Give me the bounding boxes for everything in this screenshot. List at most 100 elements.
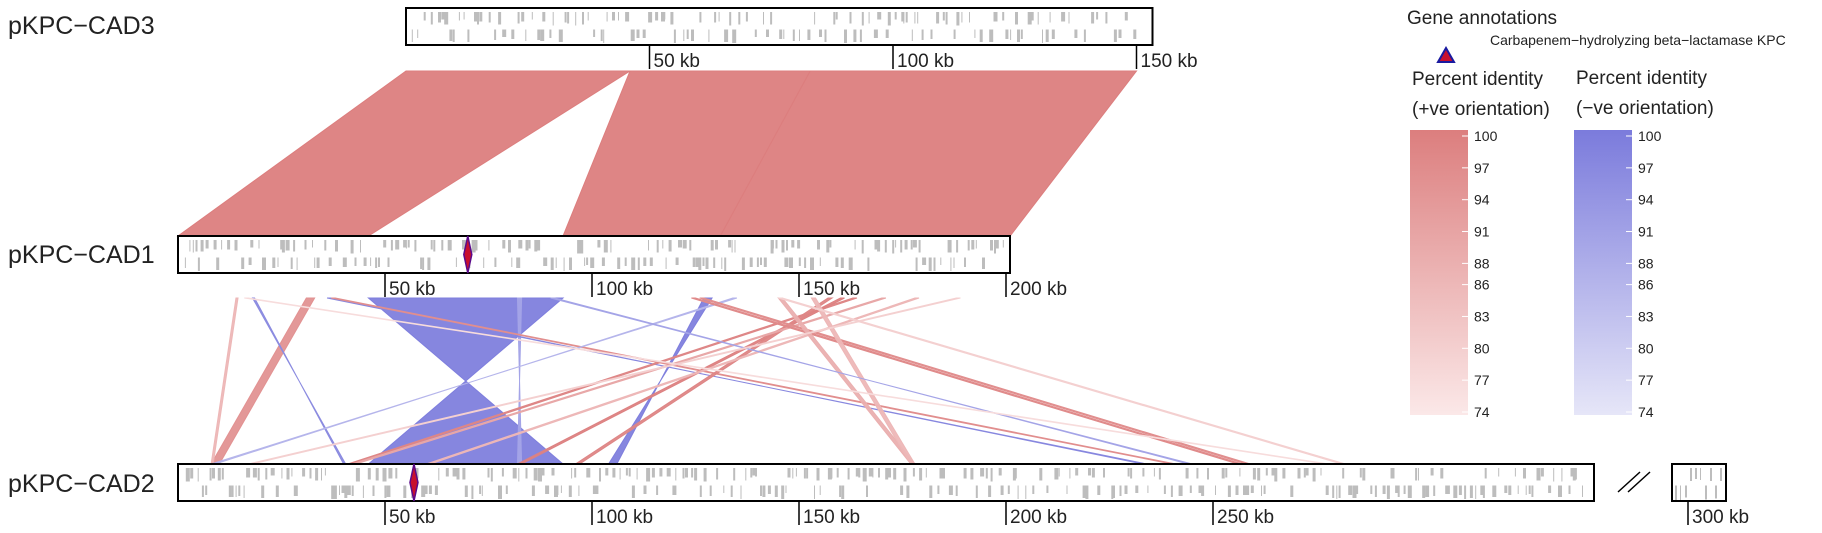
gene-feature bbox=[246, 468, 251, 478]
gene-feature bbox=[331, 485, 335, 499]
gene-feature bbox=[1418, 468, 1419, 481]
gene-feature bbox=[1250, 485, 1254, 493]
gene-feature bbox=[760, 485, 762, 496]
gene-feature bbox=[678, 240, 682, 248]
gene-feature bbox=[314, 257, 316, 268]
gene-feature bbox=[656, 485, 659, 495]
gene-feature bbox=[656, 240, 659, 253]
genome-frame-part1 bbox=[177, 463, 1595, 502]
gene-feature bbox=[971, 240, 975, 250]
tick-label: 100 kb bbox=[596, 279, 653, 300]
gene-feature bbox=[518, 240, 523, 249]
homology-link bbox=[248, 297, 961, 465]
gene-feature bbox=[243, 485, 245, 498]
gene-feature bbox=[643, 257, 647, 266]
gene-feature bbox=[291, 468, 293, 477]
gene-feature bbox=[382, 468, 387, 482]
gene-feature bbox=[502, 240, 506, 249]
gene-feature bbox=[455, 257, 457, 267]
gene-feature bbox=[1528, 485, 1531, 494]
gene-feature bbox=[1572, 468, 1576, 481]
gene-feature bbox=[195, 240, 198, 252]
gene-feature bbox=[1282, 468, 1286, 479]
gene-feature bbox=[772, 240, 774, 249]
legend-gene-annotations-title: Gene annotations bbox=[1407, 8, 1557, 29]
gene-feature bbox=[625, 468, 628, 476]
gene-feature bbox=[1113, 29, 1117, 42]
gene-feature bbox=[631, 485, 635, 498]
gene-feature bbox=[205, 240, 209, 249]
gene-feature bbox=[732, 29, 737, 43]
scale-label: 97 bbox=[1638, 160, 1654, 176]
legend-pos-title-line2: (+ve orientation) bbox=[1412, 99, 1550, 120]
gene-feature bbox=[740, 485, 742, 499]
gene-feature bbox=[738, 12, 741, 25]
gene-feature bbox=[1710, 468, 1712, 481]
gene-feature bbox=[760, 257, 762, 265]
gene-feature bbox=[367, 468, 371, 480]
gene-feature bbox=[463, 12, 465, 20]
gene-feature bbox=[1355, 485, 1359, 494]
gene-feature bbox=[1017, 485, 1019, 499]
gene-feature bbox=[636, 468, 638, 480]
gene-feature bbox=[836, 468, 839, 478]
gene-feature bbox=[930, 29, 933, 39]
gene-feature bbox=[637, 257, 640, 270]
gene-feature bbox=[558, 29, 563, 42]
gene-feature bbox=[1498, 468, 1500, 477]
gene-feature bbox=[673, 29, 676, 43]
tick-label: 50 kb bbox=[389, 279, 435, 300]
gene-feature bbox=[1675, 485, 1677, 501]
gene-feature bbox=[1201, 485, 1205, 496]
gene-feature bbox=[628, 468, 631, 477]
gene-feature bbox=[1158, 468, 1161, 480]
gene-feature bbox=[1523, 468, 1526, 479]
gene-feature bbox=[234, 240, 238, 251]
gene-feature bbox=[936, 12, 940, 24]
gene-feature bbox=[867, 257, 870, 271]
gene-feature bbox=[238, 485, 241, 496]
gene-feature bbox=[265, 468, 268, 480]
gene-feature bbox=[1153, 468, 1155, 477]
gene-feature bbox=[649, 257, 653, 266]
gene-feature bbox=[1338, 485, 1341, 498]
gene-feature bbox=[947, 240, 952, 253]
gene-feature bbox=[683, 29, 685, 41]
gene-feature bbox=[545, 485, 550, 494]
gene-feature bbox=[531, 12, 533, 20]
gene-feature bbox=[487, 468, 490, 478]
gene-feature bbox=[824, 29, 827, 42]
homology-link bbox=[550, 297, 1193, 465]
gene-feature bbox=[390, 240, 393, 251]
gene-features-cad1 bbox=[184, 240, 1004, 271]
gene-feature bbox=[911, 29, 913, 41]
gene-feature bbox=[942, 468, 945, 479]
gene-feature bbox=[887, 12, 891, 26]
gene-feature bbox=[831, 468, 833, 479]
gene-feature bbox=[799, 29, 800, 41]
gene-feature bbox=[1453, 485, 1458, 498]
gene-feature bbox=[1469, 485, 1473, 498]
gene-feature bbox=[682, 468, 685, 479]
gene-feature bbox=[1198, 485, 1202, 493]
gene-feature bbox=[1235, 485, 1239, 495]
genome-frame-cad1 bbox=[177, 235, 1011, 274]
gene-feature bbox=[990, 240, 993, 251]
gene-feature bbox=[1042, 29, 1043, 43]
gene-feature bbox=[724, 29, 729, 42]
tick-label: 250 kb bbox=[1217, 507, 1274, 528]
gene-feature bbox=[1274, 468, 1278, 482]
gene-feature bbox=[362, 485, 364, 498]
gene-feature bbox=[1243, 485, 1247, 495]
gene-feature bbox=[963, 468, 967, 479]
gene-feature bbox=[577, 240, 582, 254]
gene-feature bbox=[792, 29, 795, 41]
gene-feature bbox=[770, 12, 773, 25]
gene-feature bbox=[789, 257, 793, 268]
gene-feature bbox=[763, 257, 767, 267]
gene-feature bbox=[716, 468, 719, 480]
gene-feature bbox=[819, 29, 822, 37]
gene-feature bbox=[434, 485, 438, 495]
gene-feature bbox=[945, 12, 948, 25]
gene-feature bbox=[630, 29, 635, 41]
